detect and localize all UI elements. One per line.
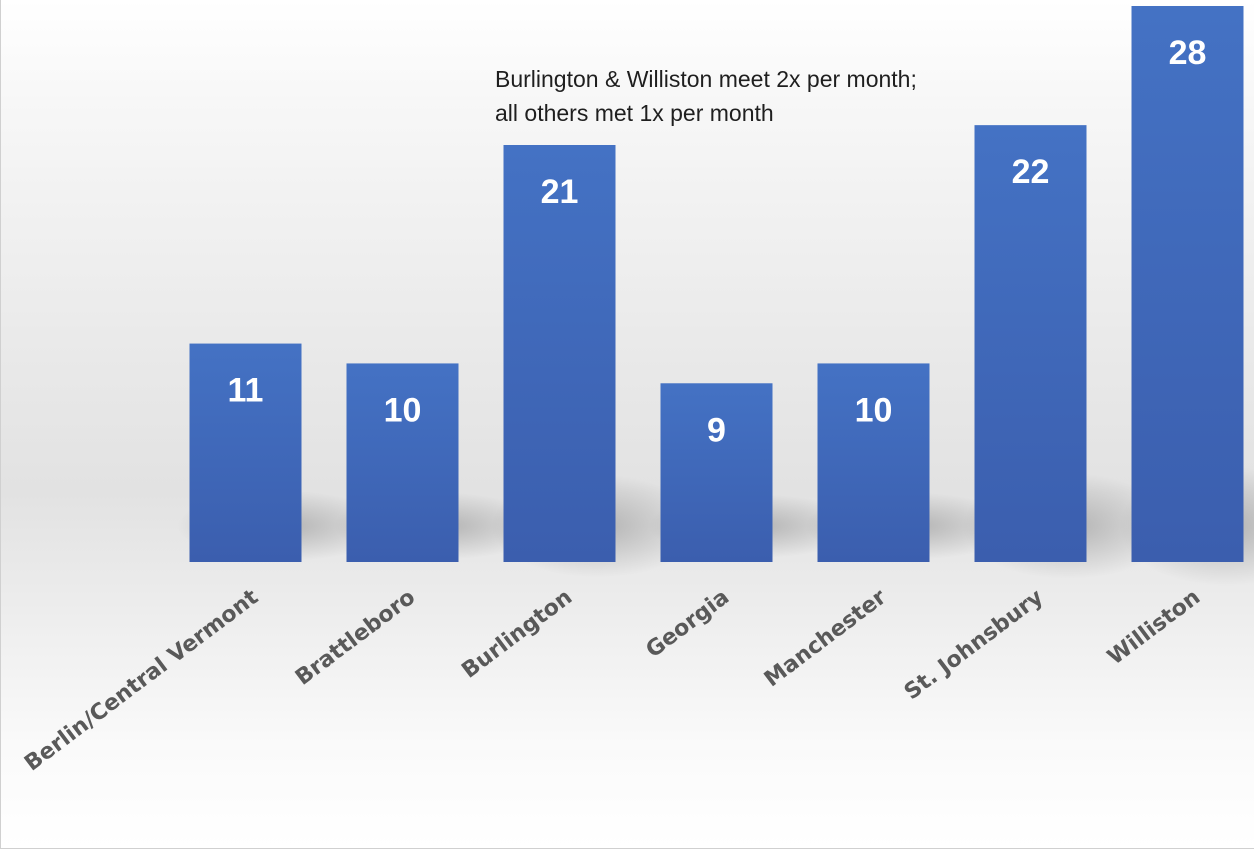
bar [189, 343, 302, 562]
bar [974, 125, 1087, 563]
data-label: 10 [384, 391, 422, 429]
bar [1131, 6, 1244, 562]
data-label: 28 [1169, 34, 1207, 72]
category-labels: Berlin/Central Vermont Brattleboro Burling… [20, 585, 1205, 777]
category-label: Georgia [642, 585, 735, 663]
category-label: Brattleboro [291, 585, 420, 691]
bar [503, 145, 616, 562]
category-label: Burlington [457, 585, 577, 684]
bars [189, 6, 1244, 563]
data-label: 9 [707, 411, 726, 449]
category-label: Berlin/Central Vermont [20, 585, 263, 777]
category-label: Williston [1103, 585, 1205, 670]
bar [817, 363, 930, 562]
data-label: 11 [228, 372, 264, 410]
data-label: 10 [855, 391, 893, 429]
chart-annotation: Burlington & Williston meet 2x per month… [495, 62, 917, 130]
annotation-line-1: Burlington & Williston meet 2x per month… [495, 66, 917, 92]
category-label: Manchester [760, 585, 891, 693]
data-labels: 11 10 21 9 10 22 28 [228, 34, 1207, 449]
data-label: 21 [541, 173, 579, 211]
bar [660, 383, 773, 562]
bar [346, 363, 459, 562]
data-label: 22 [1012, 153, 1050, 191]
annotation-line-2: all others met 1x per month [495, 100, 774, 126]
category-label: St. Johnsbury [900, 585, 1048, 705]
